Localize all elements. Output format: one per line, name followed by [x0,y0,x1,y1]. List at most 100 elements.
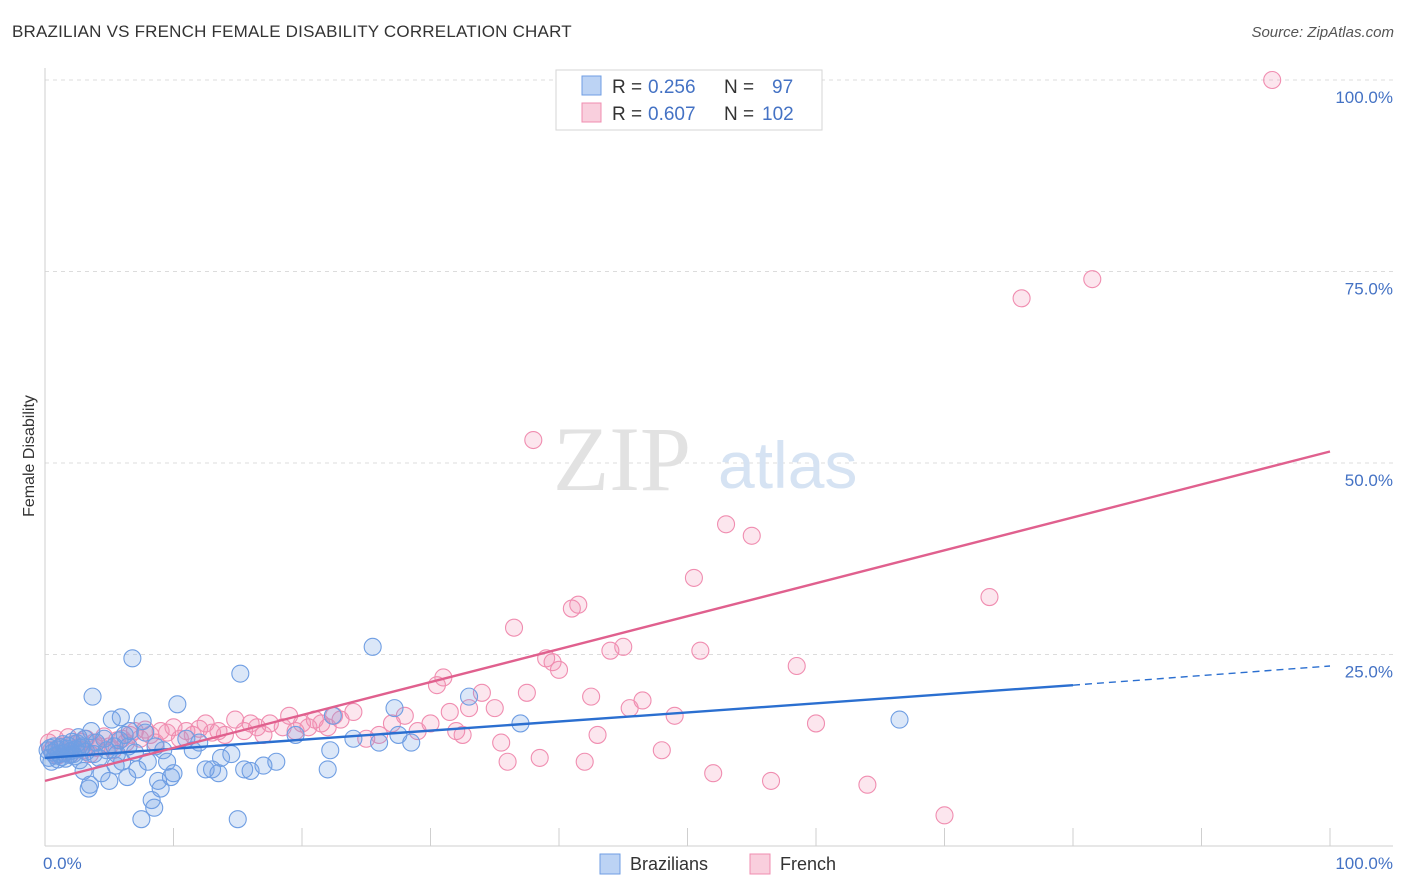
brazilians-point [118,768,137,787]
french-point [492,733,511,752]
french-point [633,691,652,710]
x-tick-label-min: 0.0% [43,854,82,873]
brazilians-point [370,733,389,752]
legend-n-label-french: N = [724,104,754,125]
brazilians-point [123,649,142,668]
brazilians-point [344,729,363,748]
y-tick-labels: 25.0% 50.0% 75.0% 100.0% [1335,88,1393,682]
legend-n-label-brazilians: N = [724,77,754,98]
y-tick-label: 100.0% [1335,88,1393,107]
french-point [614,637,633,656]
bottom-legend-swatch-brazilians [599,853,621,875]
brazilians-point [168,695,187,714]
legend-r-value-french: 0.607 [648,104,696,125]
french-point [704,764,723,783]
legend-r-value-brazilians: 0.256 [648,77,696,98]
legend-r-label-french: R = [612,104,642,125]
y-tick-label: 25.0% [1345,663,1393,682]
brazilians-point [890,710,909,729]
brazilians-point [95,729,114,748]
bottom-legend: Brazilians French [599,853,836,875]
brazilians-points [38,637,909,829]
french-point [742,526,761,545]
watermark-atlas: atlas [718,428,857,502]
bottom-legend-swatch-french [749,853,771,875]
brazilians-point [209,764,228,783]
french-point [716,515,736,534]
brazilians-point [211,748,231,767]
french-point [530,748,549,767]
brazilians-point [459,687,479,706]
french-point [1012,289,1031,308]
chart-title: BRAZILIAN VS FRENCH FEMALE DISABILITY CO… [12,22,572,41]
brazilians-point [128,760,147,779]
french-point [582,687,601,706]
brazilians-point [222,745,241,764]
y-tick-label: 75.0% [1345,280,1393,299]
brazilians-point [138,752,157,771]
source-label: Source: ZipAtlas.com [1251,24,1394,41]
brazilians-point [267,752,286,771]
french-point [524,430,543,450]
french-point [344,702,363,722]
legend-r-label-brazilians: R = [612,77,642,98]
french-point [569,595,588,614]
trend-lines [44,450,1331,783]
french-point [421,714,440,733]
french-point [1083,270,1102,289]
brazilians-point [120,722,139,741]
y-axis-label: Female Disability [21,395,38,517]
french-point [453,725,472,744]
french-point [935,806,954,825]
brazilians-point [318,760,337,779]
brazilians-point [132,810,151,829]
french-point [1263,70,1282,90]
french-point [543,653,562,672]
brazilians-point [111,708,130,727]
french-point [395,706,414,725]
french-points [39,70,1282,825]
legend-swatch-french [581,102,602,123]
french-point [549,660,569,679]
brazilians-point [363,637,382,656]
french-point [498,752,517,771]
french-point [665,706,684,725]
french-point [787,656,806,676]
brazilians-point [75,729,94,748]
brazilians-point [235,760,254,779]
brazilians-point [145,798,164,817]
bottom-legend-label-french: French [780,854,836,874]
brazilians-point [164,764,183,783]
brazilians-point [83,687,102,706]
brazilians-point [151,779,170,798]
brazilians-trend-extension [1072,665,1331,686]
legend-n-value-brazilians: 97 [772,77,793,98]
axes [44,68,1393,847]
french-point [485,699,504,718]
french-point [691,641,710,660]
brazilians-point [136,723,155,742]
brazilians-trend-line [44,683,1074,760]
legend-n-value-french: 102 [762,104,794,125]
legend-swatch-brazilians [581,75,602,96]
french-point [980,587,999,607]
french-point [761,771,781,790]
brazilians-point [231,664,250,683]
watermark-zip: ZIP [553,408,691,510]
french-point [575,752,594,771]
brazilians-point [385,699,404,718]
brazilians-point [80,775,100,794]
french-trend-line [44,450,1331,783]
grid-lines [45,79,1393,655]
brazilians-point [321,741,340,760]
french-point [588,725,607,744]
french-point [440,702,459,722]
brazilians-point [228,810,247,829]
french-point [858,775,877,794]
french-point [517,683,536,702]
y-tick-label: 50.0% [1345,471,1393,490]
french-point [684,568,703,587]
brazilians-point [100,771,119,790]
french-point [504,618,524,637]
